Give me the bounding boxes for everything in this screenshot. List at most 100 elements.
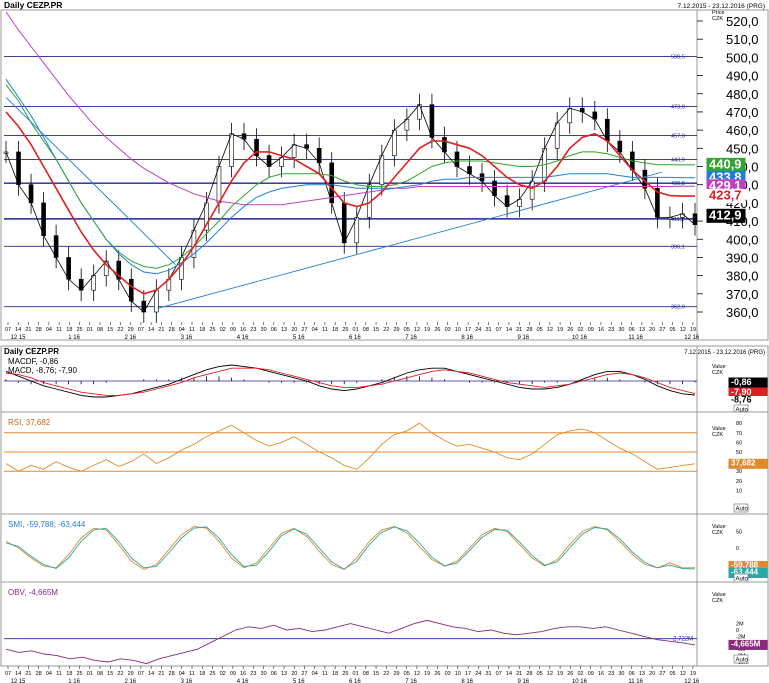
price-x-axis-day-label: 25: [342, 327, 348, 333]
bottom-x-axis-day-label: 18: [66, 671, 72, 677]
price-x-axis-month-label: 6 16: [349, 335, 361, 341]
price-axis-tick-label: 400,0: [726, 232, 759, 247]
macd-tag: -7,90: [731, 387, 752, 397]
price-x-axis-day-label: 09: [230, 327, 236, 333]
bottom-x-axis-day-label: 23: [608, 671, 614, 677]
price-x-axis-day-label: 05: [537, 327, 543, 333]
price-x-axis-day-label: 21: [158, 327, 164, 333]
price-x-axis-day-label: 17: [465, 327, 471, 333]
price-trendline-down: [5, 97, 176, 266]
price-x-axis-day-label: 07: [496, 327, 502, 333]
bottom-x-axis-day-label: 13: [639, 671, 645, 677]
price-x-axis-day-label: 31: [485, 327, 491, 333]
price-bar-body: [692, 213, 698, 226]
bottom-x-axis-day-label: 14: [506, 671, 512, 677]
price-axis-tick-label: 480,0: [726, 87, 759, 102]
obv-axis-tick-label: -2M: [736, 634, 746, 640]
price-trendline-up: [157, 171, 663, 309]
price-x-axis-day-label: 30: [618, 327, 624, 333]
price-x-axis-day-label: 08: [363, 327, 369, 333]
rsi-axis-tick-label: 70: [736, 431, 742, 437]
price-x-axis-day-label: 06: [271, 327, 277, 333]
price-x-axis-day-label: 21: [516, 327, 522, 333]
bottom-x-axis-day-label: 30: [261, 671, 267, 677]
price-x-axis-day-label: 19: [557, 327, 563, 333]
bottom-x-axis-day-label: 15: [107, 671, 113, 677]
price-x-axis-day-label: 28: [169, 327, 175, 333]
bottom-x-axis-day-label: 12: [414, 671, 420, 677]
price-x-axis-day-label: 07: [5, 327, 11, 333]
bottom-x-axis-day-label: 16: [240, 671, 246, 677]
price-x-axis-day-label: 02: [220, 327, 226, 333]
obv-axis-tick-label: 0: [736, 628, 739, 634]
rsi-title: RSI, 37,682: [8, 418, 51, 427]
price-level-label: 457,0: [671, 134, 685, 140]
bottom-x-axis-day-label: 26: [434, 671, 440, 677]
price-x-axis-day-label: 12: [680, 327, 686, 333]
price-bar-body: [554, 122, 560, 149]
rsi-axis-tick-label: 60: [736, 440, 742, 446]
smi-tag: -63,444: [731, 568, 759, 577]
price-x-axis-day-label: 20: [291, 327, 297, 333]
bottom-x-axis-day-label: 07: [5, 671, 11, 677]
price-tag: 440,9: [709, 156, 742, 171]
bottom-x-axis-day-label: 17: [465, 671, 471, 677]
obv-axis-tick-label: 2M: [736, 622, 744, 628]
macd-axis-header-value: Value: [712, 364, 726, 370]
bottom-x-axis-month-label: 8 16: [461, 679, 473, 683]
price-bar-body: [354, 217, 360, 244]
price-x-axis-day-label: 04: [312, 327, 318, 333]
price-x-axis-day-label: 18: [66, 327, 72, 333]
price-bar-body: [379, 155, 385, 185]
price-ma-purple-line: [5, 11, 695, 206]
bottom-x-axis-day-label: 21: [516, 671, 522, 677]
bottom-x-axis-day-label: 14: [148, 671, 154, 677]
price-level-label: 430,8: [671, 181, 685, 187]
price-bar-body: [66, 257, 71, 280]
rsi-auto-button: Auto: [736, 507, 749, 513]
price-x-axis-day-label: 11: [322, 327, 328, 333]
price-axis-tick-label: 460,0: [726, 123, 759, 138]
bottom-x-axis-day-label: 20: [649, 671, 655, 677]
price-x-axis-day-label: 20: [649, 327, 655, 333]
price-x-axis-day-label: 09: [588, 327, 594, 333]
price-axis-tick-label: 450,0: [726, 141, 759, 156]
bottom-x-axis-day-label: 19: [424, 671, 430, 677]
price-x-axis-day-label: 05: [404, 327, 410, 333]
price-tag-bg: [706, 208, 746, 223]
price-x-axis-month-label: 8 16: [461, 335, 473, 341]
price-x-axis-month-label: 7 16: [405, 335, 417, 341]
price-x-axis-day-label: 14: [506, 327, 512, 333]
price-level-label: 396,1: [671, 244, 685, 250]
price-bar-body: [53, 235, 59, 258]
obv-line: [5, 619, 696, 665]
price-x-axis-day-label: 16: [240, 327, 246, 333]
price-x-axis-day-label: 07: [138, 327, 144, 333]
rsi-panel: [0, 411, 769, 515]
bottom-x-axis-day-label: 25: [209, 671, 215, 677]
bottom-x-axis-month-label: 12 16: [684, 679, 700, 683]
bottom-x-axis-day-label: 16: [598, 671, 604, 677]
price-axis-tick-label: 370,0: [726, 287, 759, 302]
macd-tag: -0,86: [731, 377, 752, 387]
rsi-axis-tick-label: 20: [736, 479, 742, 485]
price-axis-header-price: Price: [712, 10, 725, 16]
bottom-x-axis-day-label: 29: [128, 671, 134, 677]
price-axis-tick-label: 510,0: [726, 32, 759, 47]
obv-panel: [0, 581, 769, 667]
price-level-label: 362,9: [671, 305, 685, 311]
price-x-axis-day-label: 04: [179, 327, 185, 333]
bottom-x-axis-day-label: 05: [404, 671, 410, 677]
price-x-axis-month-label: 4 16: [237, 335, 249, 341]
price-panel-title: Daily CEZP.PR: [4, 0, 62, 10]
bottom-x-axis-day-label: 24: [475, 671, 481, 677]
price-bar-body: [529, 180, 535, 200]
price-x-axis-day-label: 27: [301, 327, 307, 333]
bottom-x-axis-day-label: 30: [618, 671, 624, 677]
macd-subtitle: MACD, -8,76; -7,90: [8, 366, 77, 375]
smi-axis-tick-label: 50: [736, 530, 742, 536]
bottom-x-axis-day-label: 11: [56, 671, 62, 677]
price-bar-body: [16, 151, 21, 185]
bottom-x-axis-day-label: 21: [25, 671, 31, 677]
rsi-tag-bg: [728, 458, 768, 469]
